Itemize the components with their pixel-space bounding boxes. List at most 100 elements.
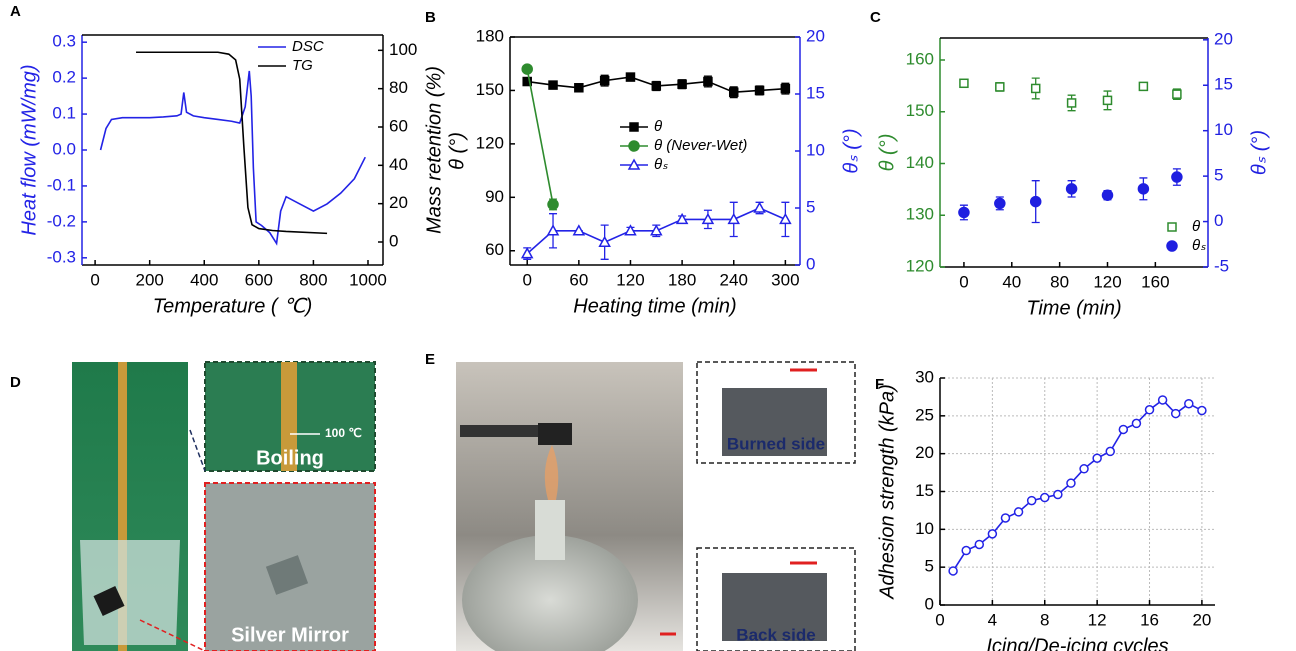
y-tick-label: 60 bbox=[485, 240, 504, 259]
y2-axis-label: Mass retention (%) bbox=[423, 66, 445, 234]
caption: Back side bbox=[736, 625, 815, 644]
marker bbox=[598, 235, 611, 247]
marker bbox=[754, 85, 765, 96]
marker bbox=[703, 76, 713, 87]
chart: C 0 40 80 120 160 120 130 140 150 160 -5 0 5 10 15 20 Tim… bbox=[870, 9, 1270, 319]
x-tick-label: 240 bbox=[720, 270, 748, 289]
marker bbox=[1197, 405, 1207, 416]
x-tick-label: 0 bbox=[959, 272, 968, 291]
y2-tick-label: 10 bbox=[806, 140, 825, 159]
caption: Silver Mirror bbox=[231, 624, 349, 646]
panel-letter: B bbox=[425, 9, 436, 26]
sample-zoom bbox=[265, 555, 309, 595]
x-tick-label: 300 bbox=[771, 270, 799, 289]
marker bbox=[1171, 171, 1183, 183]
x-tick-label: 400 bbox=[190, 270, 218, 289]
y-tick-label: 140 bbox=[906, 153, 934, 172]
x-axis-label: Time (min) bbox=[1026, 297, 1121, 319]
x-axis-label: Temperature ( ℃) bbox=[153, 295, 313, 317]
chart: A0 200 400 600 800 1000-0.3-0.2-0.10.00.10.20… bbox=[10, 3, 445, 317]
marker bbox=[1172, 89, 1182, 99]
sample-back bbox=[722, 573, 827, 641]
marker bbox=[677, 79, 687, 89]
x-tick-label: 0 bbox=[522, 270, 531, 289]
panel-letter: A bbox=[10, 3, 21, 20]
marker bbox=[1137, 183, 1150, 195]
marker bbox=[627, 158, 641, 170]
chart: B 0 60 120 180 240 300 60 90 120 150 180 0 5 10 15 20 Hea… bbox=[425, 9, 862, 317]
marker bbox=[1013, 507, 1024, 517]
marker bbox=[1102, 95, 1113, 106]
y-tick-label: 10 bbox=[915, 519, 934, 538]
y2-tick-label: 80 bbox=[389, 78, 408, 97]
y-tick-label: 0.1 bbox=[52, 104, 76, 123]
y2-tick-label: 15 bbox=[1214, 75, 1233, 94]
y-tick-label: 0.2 bbox=[52, 68, 76, 87]
marker bbox=[995, 82, 1005, 92]
x-tick-label: 800 bbox=[299, 270, 327, 289]
panel-letter: F bbox=[875, 376, 884, 393]
x-tick-label: 200 bbox=[135, 270, 163, 289]
marker bbox=[522, 76, 532, 87]
y2-tick-label: 40 bbox=[389, 155, 408, 174]
y-tick-label: 5 bbox=[925, 557, 934, 576]
y-tick-label: 20 bbox=[915, 443, 934, 462]
x-tick-label: 180 bbox=[668, 270, 696, 289]
marker bbox=[1131, 418, 1142, 429]
y-tick-label: 90 bbox=[485, 187, 504, 206]
marker bbox=[628, 140, 640, 152]
marker bbox=[1118, 424, 1129, 435]
marker bbox=[1040, 492, 1050, 503]
marker bbox=[987, 529, 998, 539]
marker bbox=[958, 206, 970, 219]
marker bbox=[629, 122, 639, 132]
marker bbox=[1053, 489, 1063, 500]
x-tick-label: 16 bbox=[1140, 610, 1159, 629]
series-line bbox=[136, 51, 328, 235]
sample bbox=[93, 585, 125, 617]
y2-tick-label: 0 bbox=[389, 231, 398, 250]
temperature-label: 100 ℃ bbox=[325, 426, 362, 440]
marker bbox=[1101, 189, 1114, 201]
marker bbox=[1184, 398, 1194, 409]
marker bbox=[728, 87, 739, 97]
marker bbox=[1166, 240, 1178, 252]
y-tick-label: -0.1 bbox=[47, 175, 76, 194]
y2-axis-label: θₛ (°) bbox=[840, 128, 862, 173]
marker bbox=[625, 72, 636, 82]
photo-e: E Burned side Back side bbox=[425, 351, 856, 651]
marker bbox=[961, 545, 971, 556]
y-tick-label: 0 bbox=[925, 594, 934, 613]
marker bbox=[1026, 495, 1037, 506]
sample-burned bbox=[722, 388, 827, 456]
y2-tick-label: 60 bbox=[389, 116, 408, 135]
marker bbox=[727, 212, 741, 225]
legend-marker bbox=[627, 158, 641, 170]
marker bbox=[1079, 464, 1089, 474]
series-line bbox=[99, 70, 366, 246]
legend-label: θₛ bbox=[1192, 237, 1206, 254]
x-tick-label: 40 bbox=[1002, 272, 1021, 291]
y2-axis-label: θₛ (°) bbox=[1248, 130, 1270, 175]
sample bbox=[538, 423, 572, 445]
legend-label: θ bbox=[1192, 218, 1200, 235]
marker bbox=[1170, 408, 1181, 419]
legend-label: θ (Never-Wet) bbox=[654, 137, 747, 154]
x-tick-label: 600 bbox=[245, 270, 273, 289]
legend-label: θ bbox=[654, 118, 662, 135]
y2-tick-label: 20 bbox=[1214, 29, 1233, 48]
thermometer-zoom bbox=[281, 362, 297, 471]
y2-tick-label: 5 bbox=[806, 197, 815, 216]
x-tick-label: 0 bbox=[90, 270, 99, 289]
legend-label: TG bbox=[292, 57, 313, 74]
x-tick-label: 80 bbox=[1050, 272, 1069, 291]
y-tick-label: -0.2 bbox=[47, 211, 76, 230]
series-line bbox=[526, 68, 554, 205]
y2-tick-label: 20 bbox=[806, 26, 825, 45]
photo-d: D 100 ℃ Boiling Silver Mirror bbox=[10, 361, 376, 651]
y-axis-label: θ (°) bbox=[446, 132, 468, 170]
marker bbox=[521, 63, 533, 75]
y2-tick-label: 100 bbox=[389, 40, 417, 59]
x-tick-label: 8 bbox=[1040, 610, 1049, 629]
legend-label: DSC bbox=[292, 38, 324, 55]
